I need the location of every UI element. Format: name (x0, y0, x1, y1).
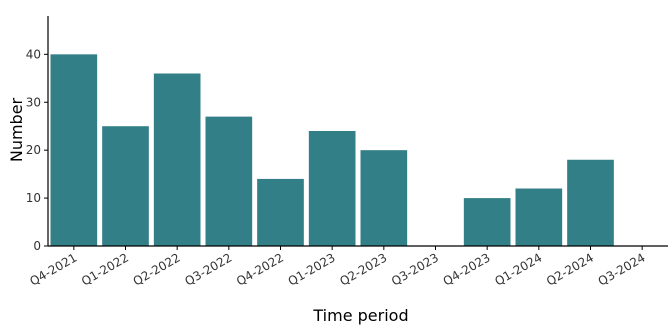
y-tick-label: 20 (26, 143, 41, 157)
x-axis-ticks: Q4-2021 Q1-2022 Q2-2022 Q3-2022 Q4-2022 Q1-20… (27, 246, 648, 289)
bar-q1-2024 (515, 188, 563, 246)
x-tick-label: Q2-2024 (544, 250, 596, 288)
y-axis-title: Number (7, 97, 26, 162)
x-tick-label: Q2-2023 (337, 250, 389, 288)
x-tick-label: Q3-2023 (389, 250, 441, 288)
bar-q1-2022 (102, 126, 149, 246)
x-tick-label: Q4-2023 (441, 250, 493, 288)
bars (50, 54, 614, 247)
x-tick-label: Q3-2024 (596, 250, 648, 288)
x-axis-title: Time period (312, 306, 408, 325)
y-tick-label: 30 (26, 95, 41, 109)
bar-q2-2024 (567, 159, 614, 246)
bar-q3-2022 (205, 116, 253, 246)
x-tick-label: Q1-2024 (492, 250, 544, 288)
bar-q2-2023 (360, 150, 408, 246)
x-tick-label: Q3-2022 (182, 250, 234, 288)
bar-q1-2023 (308, 131, 356, 246)
bar-q4-2023 (463, 198, 511, 246)
x-tick-label: Q1-2022 (79, 250, 131, 288)
y-tick-label: 0 (33, 239, 41, 253)
y-tick-label: 10 (26, 191, 41, 205)
x-tick-label: Q1-2023 (286, 250, 338, 288)
y-tick-label: 40 (26, 47, 41, 61)
x-tick-label: Q4-2021 (27, 250, 79, 288)
bar-q4-2021 (50, 54, 98, 247)
y-axis-ticks: 0 10 20 30 40 (26, 47, 48, 253)
x-tick-label: Q4-2022 (234, 250, 286, 288)
bar-q4-2022 (257, 178, 304, 246)
x-tick-label: Q2-2022 (131, 250, 183, 288)
bar-q2-2022 (153, 73, 201, 246)
